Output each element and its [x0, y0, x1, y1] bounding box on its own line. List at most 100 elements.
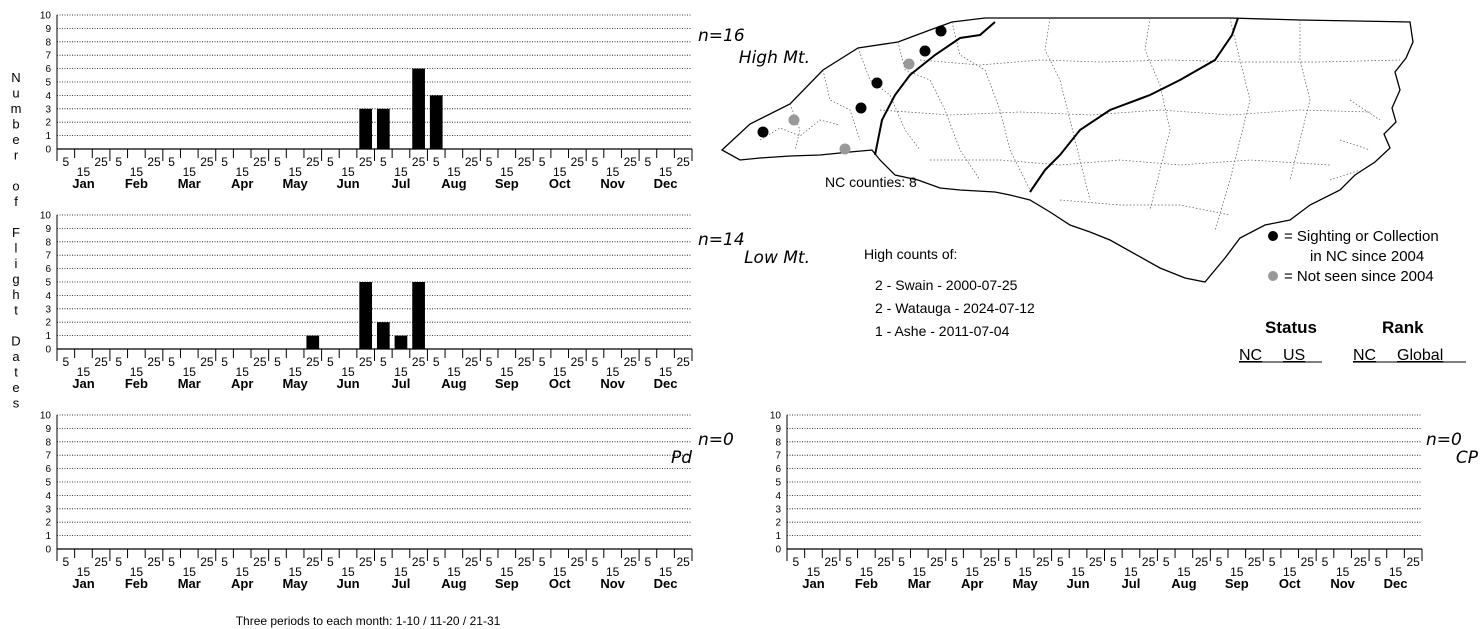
y-tick-label: 4: [45, 291, 51, 302]
month-label: Mar: [178, 576, 201, 591]
month-label: Jun: [336, 576, 359, 591]
month-label: Apr: [961, 576, 983, 591]
period-label: 15: [860, 565, 874, 579]
period-label: 25: [306, 555, 320, 569]
y-tick-label: 3: [775, 504, 781, 515]
period-label: 15: [130, 365, 144, 379]
period-label: 5: [274, 155, 281, 169]
n-count-label: n=14: [698, 230, 745, 250]
period-label: 25: [677, 355, 691, 369]
month-label: Apr: [231, 376, 253, 391]
period-label: 15: [1071, 565, 1085, 579]
period-label: 25: [94, 355, 108, 369]
period-label: 25: [518, 355, 532, 369]
period-label: 15: [1336, 565, 1350, 579]
period-label: 25: [1089, 555, 1103, 569]
period-label: 5: [168, 555, 175, 569]
piedmont-boundary: [1029, 17, 1239, 193]
y-axis-label-letter: f: [14, 194, 18, 209]
nc-map: [720, 17, 1414, 283]
period-label: 15: [1018, 565, 1032, 579]
month-label: Nov: [1330, 576, 1355, 591]
period-label: 5: [274, 555, 281, 569]
month-label: Nov: [600, 176, 625, 191]
y-axis-label-letter: m: [11, 101, 22, 116]
period-label: 5: [1269, 555, 1276, 569]
period-label: 25: [94, 555, 108, 569]
y-tick-label: 0: [775, 545, 781, 556]
period-label: 5: [380, 555, 387, 569]
period-label: 5: [645, 355, 652, 369]
status-header: Status: [1265, 318, 1317, 337]
period-label: 5: [486, 355, 493, 369]
n-count-label: n=0: [1426, 430, 1462, 450]
month-label: Dec: [654, 176, 678, 191]
period-label: 15: [1177, 565, 1191, 579]
month-label: Sep: [495, 576, 519, 591]
month-label: Jul: [1122, 576, 1141, 591]
bar: [359, 282, 373, 349]
month-label: Jan: [72, 576, 94, 591]
period-label: 5: [115, 355, 122, 369]
period-label: 5: [115, 155, 122, 169]
y-tick-label: 0: [45, 545, 51, 556]
period-label: 15: [77, 365, 91, 379]
y-tick-label: 4: [45, 491, 51, 502]
mountain-boundary: [874, 21, 996, 156]
y-axis-label-letter: o: [12, 179, 19, 194]
y-tick-label: 9: [45, 24, 51, 35]
period-label: 5: [115, 555, 122, 569]
period-label: 25: [200, 355, 214, 369]
period-label: 5: [845, 555, 852, 569]
y-tick-label: 8: [775, 437, 781, 448]
period-label: 15: [341, 365, 355, 379]
y-tick-label: 1: [775, 531, 781, 542]
y-tick-label: 5: [45, 478, 51, 489]
y-axis-label-letter: e: [12, 380, 19, 395]
month-label: Aug: [1171, 576, 1196, 591]
period-label: 25: [1036, 555, 1050, 569]
y-axis-label-letter: F: [12, 225, 20, 240]
month-label: Sep: [1225, 576, 1249, 591]
period-label: 15: [288, 365, 302, 379]
period-label: 25: [518, 555, 532, 569]
rank-nc: NC: [1353, 347, 1376, 364]
high-count-item: 2 - Swain - 2000-07-25: [875, 277, 1018, 293]
period-label: 25: [1301, 555, 1315, 569]
month-label: Jun: [336, 176, 359, 191]
period-label: 25: [624, 355, 638, 369]
period-label: 15: [966, 565, 980, 579]
bar: [429, 95, 443, 149]
month-label: Mar: [908, 576, 931, 591]
month-label: May: [282, 176, 308, 191]
recent-sighting-dot: [871, 77, 883, 89]
period-label: 5: [592, 155, 599, 169]
period-label: 5: [327, 555, 334, 569]
bar: [376, 108, 390, 149]
month-label: Aug: [441, 576, 466, 591]
period-label: 25: [824, 555, 838, 569]
period-label: 15: [1283, 565, 1297, 579]
period-label: 5: [898, 555, 905, 569]
month-label: Feb: [125, 576, 148, 591]
month-label: May: [282, 376, 308, 391]
region-label: Low Mt.: [744, 248, 810, 268]
period-label: 15: [236, 165, 250, 179]
period-label: 5: [168, 155, 175, 169]
period-label: 5: [221, 555, 228, 569]
y-tick-label: 4: [45, 91, 51, 102]
y-tick-label: 10: [40, 411, 52, 422]
high-count-item: 2 - Watauga - 2024-07-12: [875, 300, 1035, 316]
y-tick-label: 5: [45, 78, 51, 89]
month-label: Jul: [392, 176, 411, 191]
period-label: 5: [62, 155, 69, 169]
high-counts-title: High counts of:: [864, 246, 957, 262]
y-tick-label: 2: [45, 318, 51, 329]
y-tick-label: 8: [45, 237, 51, 248]
month-label: May: [282, 576, 308, 591]
period-label: 15: [183, 565, 197, 579]
period-label: 15: [1230, 565, 1244, 579]
period-label: 25: [412, 155, 426, 169]
period-label: 5: [645, 555, 652, 569]
